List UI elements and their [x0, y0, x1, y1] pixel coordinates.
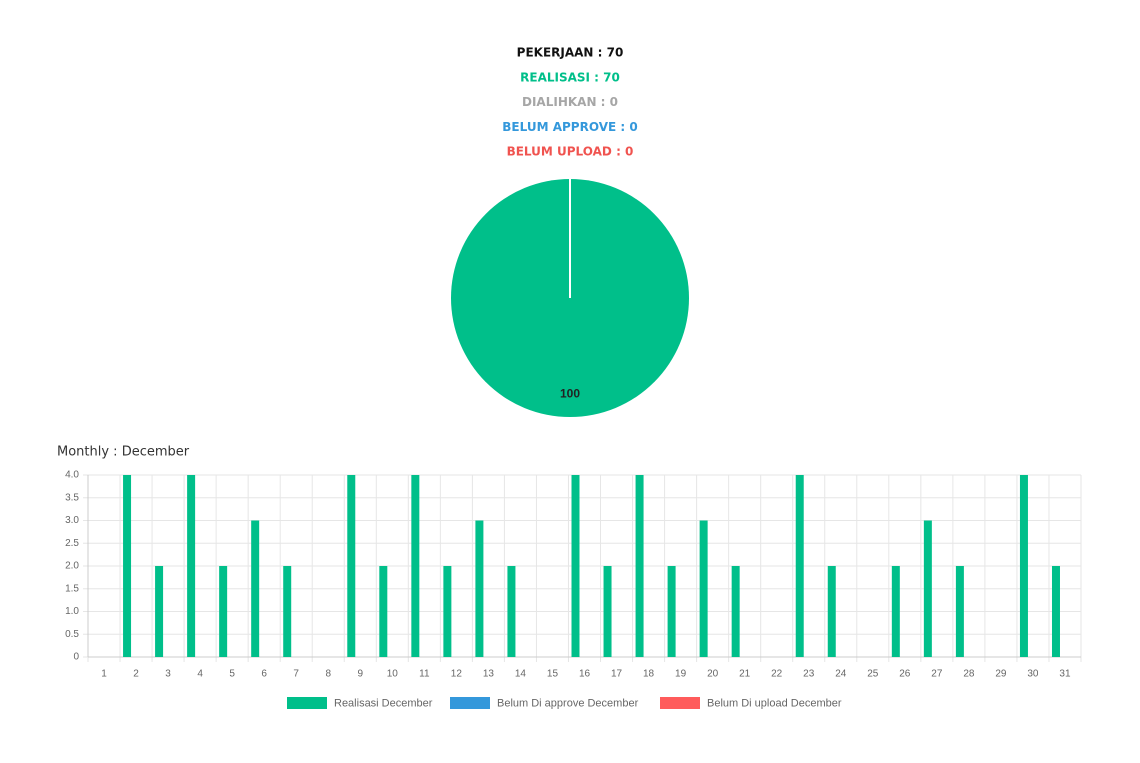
- x-tick-label: 14: [515, 669, 527, 680]
- legend-swatch: [450, 697, 490, 709]
- bar: [667, 566, 676, 657]
- x-tick-label: 12: [451, 669, 463, 680]
- legend-swatch: [287, 697, 327, 709]
- x-tick-label: 13: [483, 669, 495, 680]
- bar: [507, 566, 516, 657]
- y-tick-label: 3.5: [65, 492, 79, 503]
- x-tick-label: 25: [867, 669, 879, 680]
- x-tick-label: 23: [803, 669, 815, 680]
- x-tick-label: 30: [1027, 669, 1039, 680]
- x-tick-label: 15: [547, 669, 559, 680]
- x-tick-label: 2: [133, 669, 139, 680]
- summary-line: DIALIHKAN : 0: [522, 95, 618, 109]
- x-tick-label: 22: [771, 669, 783, 680]
- legend-label: Belum Di approve December: [497, 697, 639, 709]
- x-tick-label: 29: [995, 669, 1007, 680]
- y-tick-label: 1.0: [65, 606, 79, 617]
- y-tick-label: 1.5: [65, 583, 79, 594]
- bar-chart-title: Monthly : December: [57, 445, 190, 460]
- x-tick-label: 4: [197, 669, 203, 680]
- x-tick-label: 6: [261, 669, 267, 680]
- bar: [251, 520, 260, 657]
- x-tick-label: 3: [165, 669, 171, 680]
- x-tick-label: 17: [611, 669, 623, 680]
- x-tick-label: 24: [835, 669, 847, 680]
- bar: [795, 475, 804, 657]
- bar: [123, 475, 132, 657]
- bar: [187, 475, 196, 657]
- bar: [827, 566, 836, 657]
- bar: [635, 475, 644, 657]
- x-tick-label: 27: [931, 669, 943, 680]
- x-tick-label: 8: [325, 669, 331, 680]
- bar: [411, 475, 420, 657]
- legend-label: Belum Di upload December: [707, 697, 842, 709]
- bar: [347, 475, 356, 657]
- bar: [379, 566, 388, 657]
- y-tick-label: 3.0: [65, 515, 79, 526]
- summary-line: PEKERJAAN : 70: [517, 46, 624, 60]
- bar: [219, 566, 228, 657]
- x-tick-label: 16: [579, 669, 591, 680]
- bar: [1019, 475, 1028, 657]
- bar: [699, 520, 708, 657]
- legend-label: Realisasi December: [334, 697, 433, 709]
- x-tick-label: 31: [1059, 669, 1071, 680]
- y-tick-label: 2.5: [65, 538, 79, 549]
- bar: [731, 566, 740, 657]
- bar: [955, 566, 964, 657]
- x-tick-label: 5: [229, 669, 235, 680]
- slice-label: 100: [560, 387, 580, 401]
- x-tick-label: 1: [101, 669, 107, 680]
- summary-line: REALISASI : 70: [520, 70, 620, 84]
- bar: [475, 520, 484, 657]
- y-tick-label: 2.0: [65, 561, 79, 572]
- x-tick-label: 11: [419, 669, 430, 680]
- y-tick-label: 4.0: [65, 470, 79, 481]
- bar: [891, 566, 900, 657]
- bar: [603, 566, 612, 657]
- bar: [1051, 566, 1060, 657]
- bar: [443, 566, 452, 657]
- legend-swatch: [660, 697, 700, 709]
- summary-line: BELUM APPROVE : 0: [502, 120, 637, 134]
- x-tick-label: 7: [293, 669, 299, 680]
- x-tick-label: 21: [739, 669, 751, 680]
- x-tick-label: 19: [675, 669, 687, 680]
- x-tick-label: 20: [707, 669, 719, 680]
- bar: [571, 475, 580, 657]
- y-tick-label: 0.5: [65, 629, 79, 640]
- x-tick-label: 18: [643, 669, 655, 680]
- bar: [923, 520, 932, 657]
- x-tick-label: 28: [963, 669, 975, 680]
- bar: [283, 566, 292, 657]
- y-tick-label: 0: [73, 652, 79, 663]
- summary-line: BELUM UPLOAD : 0: [507, 145, 634, 159]
- bar: [155, 566, 164, 657]
- x-tick-label: 9: [357, 669, 363, 680]
- x-tick-label: 10: [387, 669, 399, 680]
- x-tick-label: 26: [899, 669, 911, 680]
